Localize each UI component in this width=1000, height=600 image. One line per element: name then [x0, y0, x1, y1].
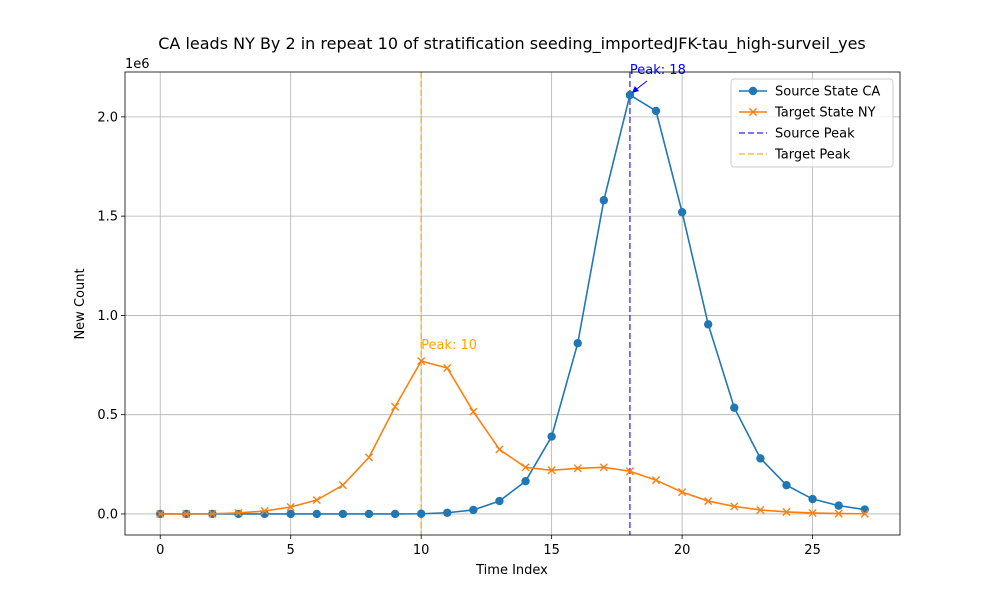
data-point: [495, 496, 504, 506]
y-tick-label: 2.0: [97, 110, 118, 125]
peak-annotation: Peak: 10: [421, 338, 477, 353]
data-point: [547, 432, 556, 441]
data-point: [834, 509, 843, 518]
x-axis-label: Time Index: [475, 563, 548, 578]
data-point: [312, 495, 321, 505]
data-point: [521, 476, 530, 486]
data-point: [364, 509, 374, 519]
data-point: [677, 207, 687, 217]
data-point: [417, 356, 426, 366]
legend-label: Target Peak: [774, 148, 851, 163]
data-point: [208, 509, 217, 518]
data-point: [651, 476, 661, 485]
data-point: [547, 466, 556, 475]
data-point: [704, 320, 713, 329]
data-point: [286, 502, 295, 512]
data-point: [521, 463, 530, 472]
data-point: [234, 509, 243, 519]
data-point: [338, 509, 348, 519]
data-point: [443, 508, 452, 517]
x-tick-label: 20: [674, 543, 691, 558]
y-tick-label: 1.0: [97, 309, 118, 324]
annotation-arrowhead: [631, 86, 639, 94]
x-tick-label: 10: [413, 543, 430, 558]
peak-annotation: Peak: 18: [630, 63, 686, 78]
y-tick-label: 0.5: [97, 408, 118, 423]
data-point: [156, 509, 165, 519]
data-point: [782, 507, 791, 517]
legend-label: Source State CA: [775, 85, 880, 100]
data-point: [704, 496, 713, 506]
data-point: [390, 509, 400, 519]
y-tick-label: 0.0: [97, 507, 118, 522]
data-point: [651, 106, 661, 116]
data-point: [338, 481, 347, 490]
series-line: [160, 360, 865, 515]
data-point: [495, 445, 504, 454]
legend-marker: [748, 107, 758, 117]
x-tick-label: 25: [804, 543, 821, 558]
data-point: [730, 403, 739, 412]
data-point: [469, 407, 478, 416]
series-line: [160, 93, 865, 515]
axes-frame: [124, 71, 901, 536]
legend: Source State CA Target State NY Source Pea…: [730, 78, 894, 168]
data-point: [312, 509, 321, 519]
data-point: [416, 509, 426, 518]
data-point: [182, 509, 191, 519]
x-tick-label: 15: [543, 543, 560, 558]
data-point: [625, 467, 635, 476]
data-point: [678, 488, 687, 497]
data-point: [860, 505, 869, 514]
data-point: [286, 509, 295, 519]
data-point: [364, 453, 374, 462]
data-point: [234, 508, 243, 518]
data-point: [390, 402, 400, 411]
data-point: [260, 506, 269, 516]
data-point: [756, 454, 765, 463]
legend-label: Source Peak: [775, 127, 855, 142]
legend-box: [730, 78, 894, 168]
data-point: [782, 480, 791, 490]
data-point: [756, 505, 765, 515]
data-point: [599, 196, 609, 205]
y-axis-label: New Count: [73, 268, 88, 339]
legend-marker: [748, 86, 758, 96]
y-offset-label: 1e6: [125, 57, 150, 72]
data-point: [443, 363, 452, 373]
x-tick-label: 5: [287, 543, 295, 558]
data-point: [573, 339, 582, 348]
data-point: [808, 494, 817, 504]
data-point: [834, 501, 843, 510]
data-point: [573, 464, 582, 473]
data-point: [808, 508, 817, 518]
data-point: [860, 509, 869, 518]
data-point: [469, 505, 478, 515]
y-tick-label: 1.5: [97, 210, 118, 225]
chart-title: CA leads NY By 2 in repeat 10 of stratif…: [158, 34, 866, 54]
x-tick-label: 0: [156, 543, 164, 558]
data-point: [599, 463, 608, 472]
legend-label: Target State NY: [774, 106, 876, 121]
data-point: [730, 502, 739, 511]
